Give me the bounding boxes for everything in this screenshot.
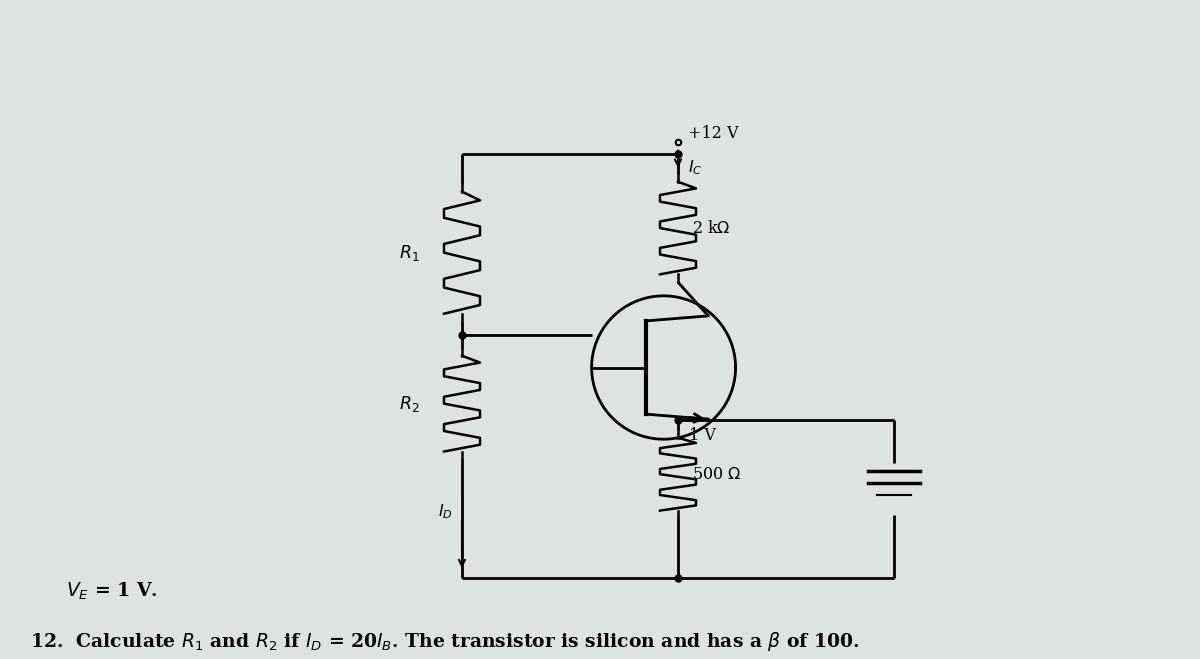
Text: 2 k$\Omega$: 2 k$\Omega$: [692, 219, 731, 237]
Text: 12.  Calculate $R_1$ and $R_2$ if $I_D$ = 20$I_B$. The transistor is silicon and: 12. Calculate $R_1$ and $R_2$ if $I_D$ =…: [30, 630, 859, 653]
Text: 500 $\Omega$: 500 $\Omega$: [692, 466, 742, 482]
Text: $R_1$: $R_1$: [400, 243, 420, 263]
Text: $V_E$ = 1 V.: $V_E$ = 1 V.: [66, 581, 157, 602]
Text: +12 V: +12 V: [688, 125, 738, 142]
Text: $I_C$: $I_C$: [688, 158, 702, 177]
Text: $I_D$: $I_D$: [438, 503, 452, 521]
Text: $R_2$: $R_2$: [400, 393, 420, 414]
Text: 1 V: 1 V: [689, 426, 715, 444]
